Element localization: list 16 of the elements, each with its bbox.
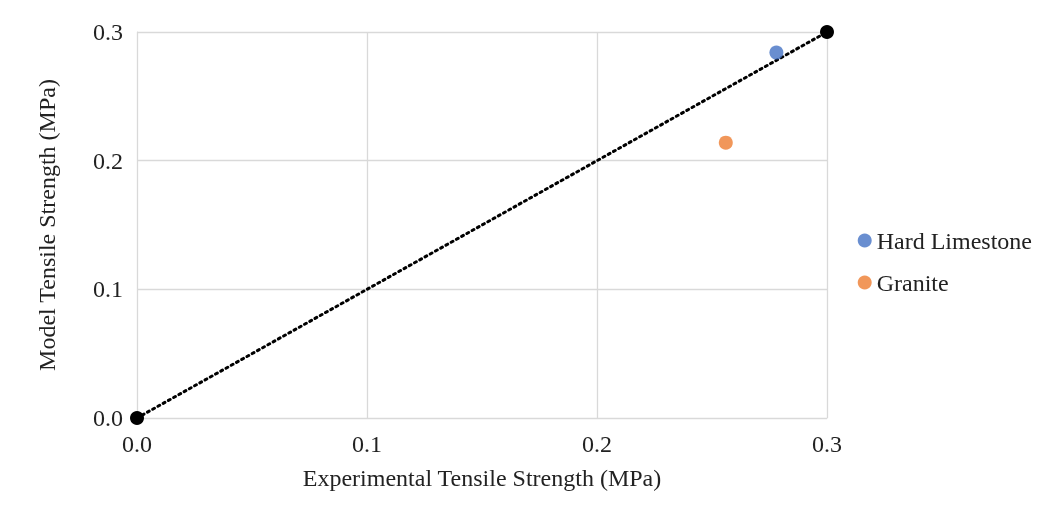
point <box>718 135 733 150</box>
y-tick-label: 0.1 <box>93 276 123 303</box>
point <box>769 45 784 60</box>
y-tick-label: 0.3 <box>93 19 123 45</box>
legend-label: Granite <box>876 269 949 296</box>
legend-label: Hard Limestone <box>876 227 1033 254</box>
point <box>820 25 834 39</box>
y-tick-label: 0.2 <box>93 147 123 174</box>
point <box>130 411 144 425</box>
x-axis-title: Experimental Tensile Strength (MPa) <box>302 465 662 491</box>
x-tick-label: 0.1 <box>352 431 382 457</box>
y-tick-label: 0.0 <box>93 405 123 431</box>
x-tick-label: 0.2 <box>582 431 612 457</box>
y-axis-title: Model Tensile Strength (MPa) <box>34 79 60 371</box>
x-tick-label: 0.0 <box>122 431 152 457</box>
x-tick-label: 0.3 <box>812 431 842 457</box>
